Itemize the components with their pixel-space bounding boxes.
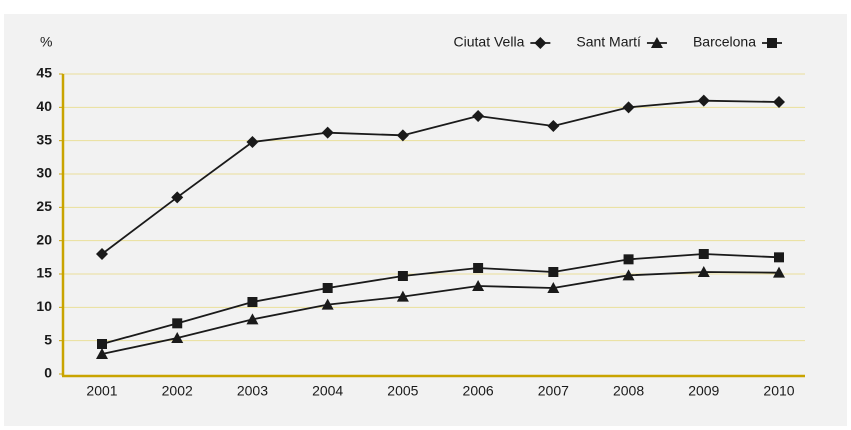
data-point	[547, 282, 560, 293]
data-point	[774, 252, 784, 263]
data-point	[96, 248, 108, 260]
legend-marker	[650, 37, 663, 48]
y-tick-label: 10	[36, 298, 52, 314]
chart-background	[4, 14, 847, 426]
y-tick-label: 35	[36, 131, 52, 147]
data-point	[321, 298, 334, 310]
data-point	[622, 101, 635, 114]
data-point	[773, 96, 785, 108]
data-point	[697, 266, 710, 277]
x-tick-label: 2008	[613, 383, 644, 399]
data-point	[171, 332, 184, 343]
x-tick-label: 2005	[387, 383, 418, 399]
data-point	[697, 94, 710, 107]
legend-marker	[534, 37, 547, 49]
legend-label: Sant Martí	[576, 34, 641, 50]
y-axis-label: %	[40, 34, 52, 50]
data-point	[472, 280, 485, 291]
data-point	[322, 283, 333, 293]
x-tick-label: 2007	[538, 383, 569, 399]
data-point	[396, 290, 409, 302]
data-point	[246, 136, 259, 148]
x-tick-label: 2001	[86, 383, 117, 399]
data-point	[397, 271, 408, 281]
series-line	[101, 271, 780, 355]
data-point	[622, 269, 635, 281]
legend-label: Ciutat Vella	[454, 34, 525, 50]
data-point	[171, 191, 184, 204]
series-line	[101, 99, 780, 255]
y-tick-label: 30	[36, 165, 52, 181]
data-point	[396, 129, 409, 142]
y-tick-label: 20	[36, 231, 52, 247]
data-point	[547, 120, 560, 132]
x-tick-label: 2002	[162, 383, 193, 399]
data-point	[247, 297, 258, 307]
data-point	[548, 267, 559, 277]
data-point	[698, 249, 709, 259]
x-tick-label: 2010	[763, 383, 794, 399]
x-tick-label: 2009	[688, 383, 719, 399]
data-point	[97, 339, 107, 349]
data-point	[623, 254, 634, 265]
data-point	[246, 313, 259, 325]
data-point	[473, 263, 484, 273]
x-tick-label: 2004	[312, 383, 343, 399]
x-tick-label: 2006	[463, 383, 494, 399]
x-tick-label: 2003	[237, 383, 268, 399]
y-tick-label: 40	[36, 98, 52, 114]
series-line	[101, 253, 780, 345]
y-tick-label: 25	[36, 198, 52, 214]
data-point	[773, 266, 785, 278]
data-point	[172, 318, 183, 329]
y-tick-label: 15	[36, 265, 52, 281]
data-point	[472, 110, 485, 122]
y-tick-label: 45	[36, 65, 52, 81]
legend-marker	[767, 38, 777, 48]
legend-label: Barcelona	[693, 34, 756, 50]
data-point	[96, 348, 108, 359]
y-tick-label: 0	[44, 365, 52, 381]
y-tick-label: 5	[44, 331, 52, 347]
data-point	[321, 126, 334, 139]
